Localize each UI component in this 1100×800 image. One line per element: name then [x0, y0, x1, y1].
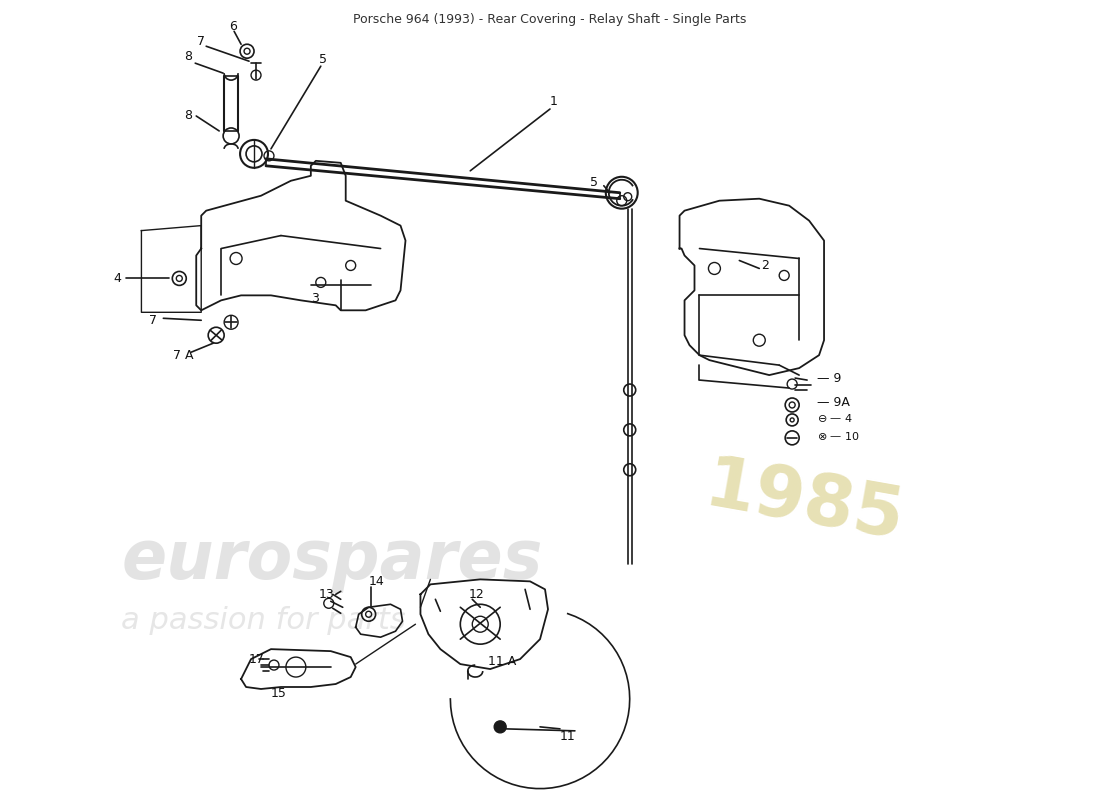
Circle shape: [494, 721, 506, 733]
Text: 2: 2: [761, 259, 769, 272]
Text: 11: 11: [560, 730, 575, 743]
Text: 3: 3: [311, 292, 319, 305]
Text: 8: 8: [185, 50, 192, 62]
Text: 11 A: 11 A: [488, 654, 517, 667]
Text: 1985: 1985: [700, 452, 910, 554]
Text: 12: 12: [469, 588, 484, 601]
Text: — 9A: — 9A: [817, 397, 850, 410]
Text: 5: 5: [590, 176, 598, 190]
Text: 14: 14: [368, 575, 384, 588]
Text: 17: 17: [249, 653, 265, 666]
Text: 7 A: 7 A: [174, 349, 194, 362]
Text: 8: 8: [185, 110, 192, 122]
Text: a passion for parts: a passion for parts: [121, 606, 406, 635]
Text: 1: 1: [550, 94, 558, 107]
Text: — 9: — 9: [817, 371, 842, 385]
Text: 15: 15: [271, 687, 287, 701]
Text: Porsche 964 (1993) - Rear Covering - Relay Shaft - Single Parts: Porsche 964 (1993) - Rear Covering - Rel…: [353, 14, 747, 26]
Text: eurospares: eurospares: [121, 527, 543, 594]
Text: $\ominus$ — 4: $\ominus$ — 4: [817, 412, 854, 424]
Text: 7: 7: [150, 314, 157, 326]
Text: 6: 6: [229, 20, 236, 33]
Text: 13: 13: [319, 588, 334, 601]
Text: 4: 4: [113, 272, 121, 285]
Text: 5: 5: [319, 53, 327, 66]
Text: 7: 7: [197, 34, 206, 48]
Text: $\otimes$ — 10: $\otimes$ — 10: [817, 430, 860, 442]
